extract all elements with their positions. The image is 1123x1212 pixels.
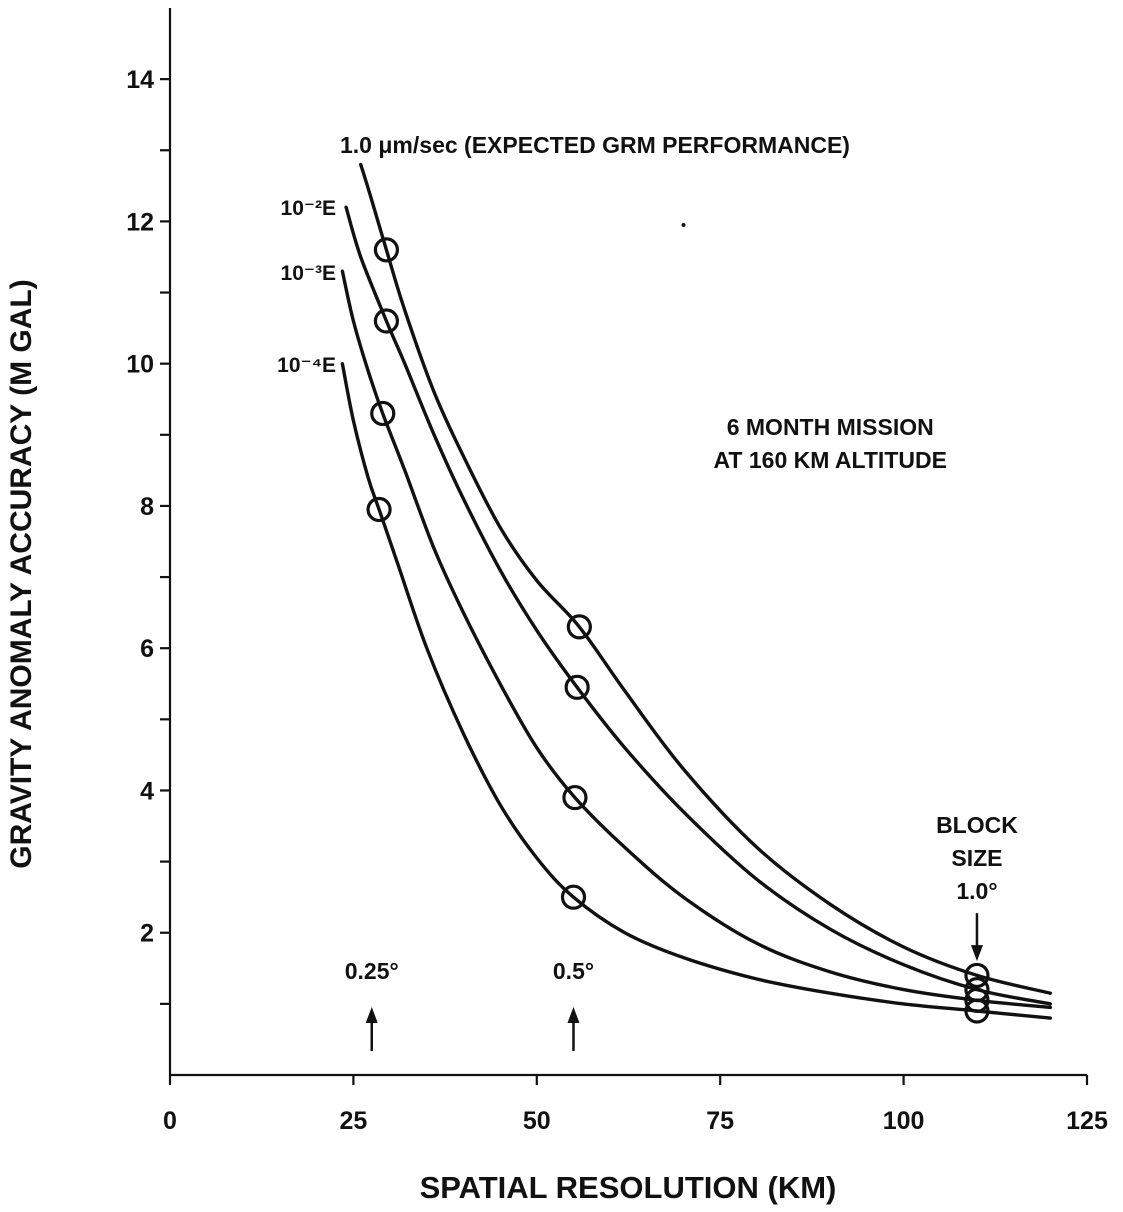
x-tick-label: 50: [523, 1107, 551, 1135]
y-tick-label: 14: [126, 66, 154, 94]
y-tick-label: 12: [126, 208, 154, 236]
data-point: [964, 987, 990, 1013]
x-tick-label: 100: [883, 1107, 925, 1135]
x-axis-title: SPATIAL RESOLUTION (KM): [420, 1170, 837, 1205]
series-curves: [340, 162, 1052, 1020]
arrow-head: [365, 1006, 378, 1023]
y-axis-title: GRAVITY ANOMALY ACCURACY (M GAL): [5, 279, 38, 868]
series-line: [340, 269, 1052, 1010]
y-tick-label: 8: [140, 493, 154, 521]
x-tick-label: 125: [1066, 1107, 1108, 1135]
data-point: [366, 496, 392, 523]
x-tick-label: 0: [163, 1107, 177, 1135]
series-label: 10⁻³E: [281, 262, 336, 285]
data-point: [564, 674, 590, 700]
data-point: [566, 614, 592, 640]
annotation-text: 6 MONTH MISSION: [727, 414, 934, 440]
data-point: [370, 400, 396, 427]
x-tick-label: 25: [339, 1107, 367, 1135]
data-point: [373, 237, 400, 263]
annotation-text: BLOCK: [936, 812, 1018, 838]
series-label: 10⁻⁴E: [277, 354, 336, 377]
series-label: 10⁻²E: [281, 197, 336, 220]
annotation-text: 0.25°: [345, 958, 399, 984]
y-tick-label: 10: [126, 351, 154, 379]
series-line: [344, 205, 1052, 1006]
series-line: [340, 362, 1052, 1020]
data-point: [562, 784, 588, 811]
data-point: [964, 962, 990, 989]
x-tick-label: 75: [706, 1107, 734, 1135]
y-tick-label: 2: [140, 920, 154, 948]
arrow-head: [567, 1006, 580, 1023]
arrow-head: [970, 945, 983, 962]
data-point: [964, 998, 990, 1024]
stray-dot: [681, 222, 686, 227]
annotation-text: AT 160 KM ALTITUDE: [714, 447, 947, 473]
plot-frame: 2 4 6 8 10 12 14 0 25 50 75 100 125: [126, 8, 1108, 1135]
data-markers: [366, 237, 990, 1024]
data-point: [560, 884, 587, 910]
series-label: 1.0 μm/sec (EXPECTED GRM PERFORMANCE): [340, 132, 850, 158]
y-tick-label: 6: [140, 635, 154, 663]
series-line: [359, 162, 1052, 995]
annotation-text: SIZE: [951, 845, 1002, 871]
data-point: [373, 308, 400, 334]
annotation-text: 0.5°: [553, 958, 594, 984]
y-tick-label: 4: [140, 777, 154, 805]
annotations: 1.0 μm/sec (EXPECTED GRM PERFORMANCE) 10⁻…: [277, 132, 1018, 1051]
annotation-text: 1.0°: [956, 878, 997, 904]
